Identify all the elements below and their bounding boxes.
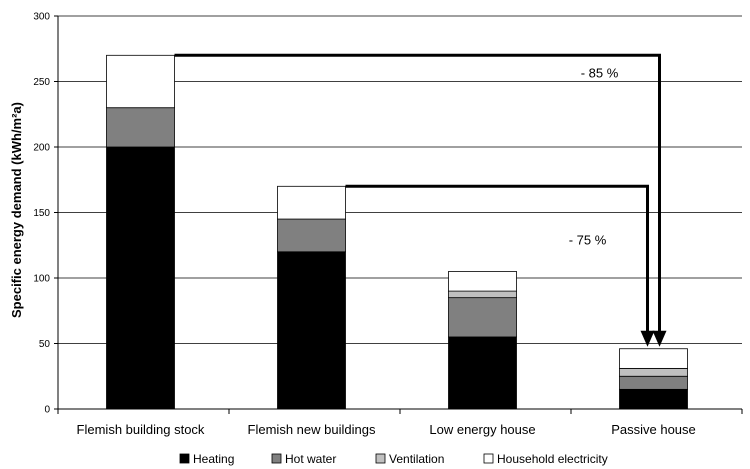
category-label: Passive house xyxy=(611,422,696,437)
legend-swatch xyxy=(179,453,190,464)
tick-labels: 0 50 100 150 200 250 300 xyxy=(33,12,50,416)
bar-segment-household-electricity xyxy=(106,54,175,109)
reduction-arrowhead-icon xyxy=(640,330,655,347)
legend-swatch xyxy=(375,453,386,464)
y-tick-label: 200 xyxy=(33,143,50,154)
legend-label: Ventilation xyxy=(389,452,444,466)
y-tick-label: 250 xyxy=(33,77,50,88)
reduction-label: - 85 % xyxy=(581,65,619,80)
y-tick-label: 300 xyxy=(33,12,50,23)
legend: Heating Hot water Ventilation Household ele… xyxy=(179,452,608,466)
bar-segment-household-electricity xyxy=(448,271,517,292)
y-axis-title: Specific energy demand (kWh/m²a) xyxy=(9,102,24,318)
annotations: - 85 % - 75 % xyxy=(174,53,667,347)
reduction-label: - 75 % xyxy=(569,232,607,247)
y-tick-label: 0 xyxy=(44,405,50,416)
category-label: Flemish new buildings xyxy=(248,422,376,437)
y-tick-label: 150 xyxy=(33,208,50,219)
bar-segment-household-electricity xyxy=(619,348,688,369)
category-label: Flemish building stock xyxy=(77,422,205,437)
bar-segment-heating xyxy=(106,146,175,410)
bar-segment-ventilation xyxy=(448,290,517,299)
bar-segment-heating xyxy=(448,336,517,410)
category-labels: Flemish building stock Flemish new buildi… xyxy=(77,422,696,437)
legend-swatch xyxy=(271,453,282,464)
legend-swatch xyxy=(483,453,494,464)
legend-label: Hot water xyxy=(285,452,336,466)
reduction-arrow-line xyxy=(345,184,649,333)
bar-segment-ventilation xyxy=(619,367,688,377)
bar-segment-hot-water xyxy=(277,218,346,253)
legend-label: Household electricity xyxy=(497,452,608,466)
y-tick-label: 100 xyxy=(33,274,50,285)
category-label: Low energy house xyxy=(429,422,535,437)
y-tick-label: 50 xyxy=(39,339,51,350)
bar-segment-hot-water xyxy=(619,375,688,390)
legend-label: Heating xyxy=(193,452,234,466)
bar-segment-household-electricity xyxy=(277,185,346,220)
axes xyxy=(54,15,743,414)
bar-segment-hot-water xyxy=(448,297,517,338)
bar-segment-heating xyxy=(277,251,346,410)
reduction-arrowhead-icon xyxy=(652,330,667,347)
bar-segment-heating xyxy=(619,388,688,410)
bar-segment-hot-water xyxy=(106,107,175,148)
reduction-arrow-line xyxy=(174,53,661,333)
bars xyxy=(106,54,688,410)
